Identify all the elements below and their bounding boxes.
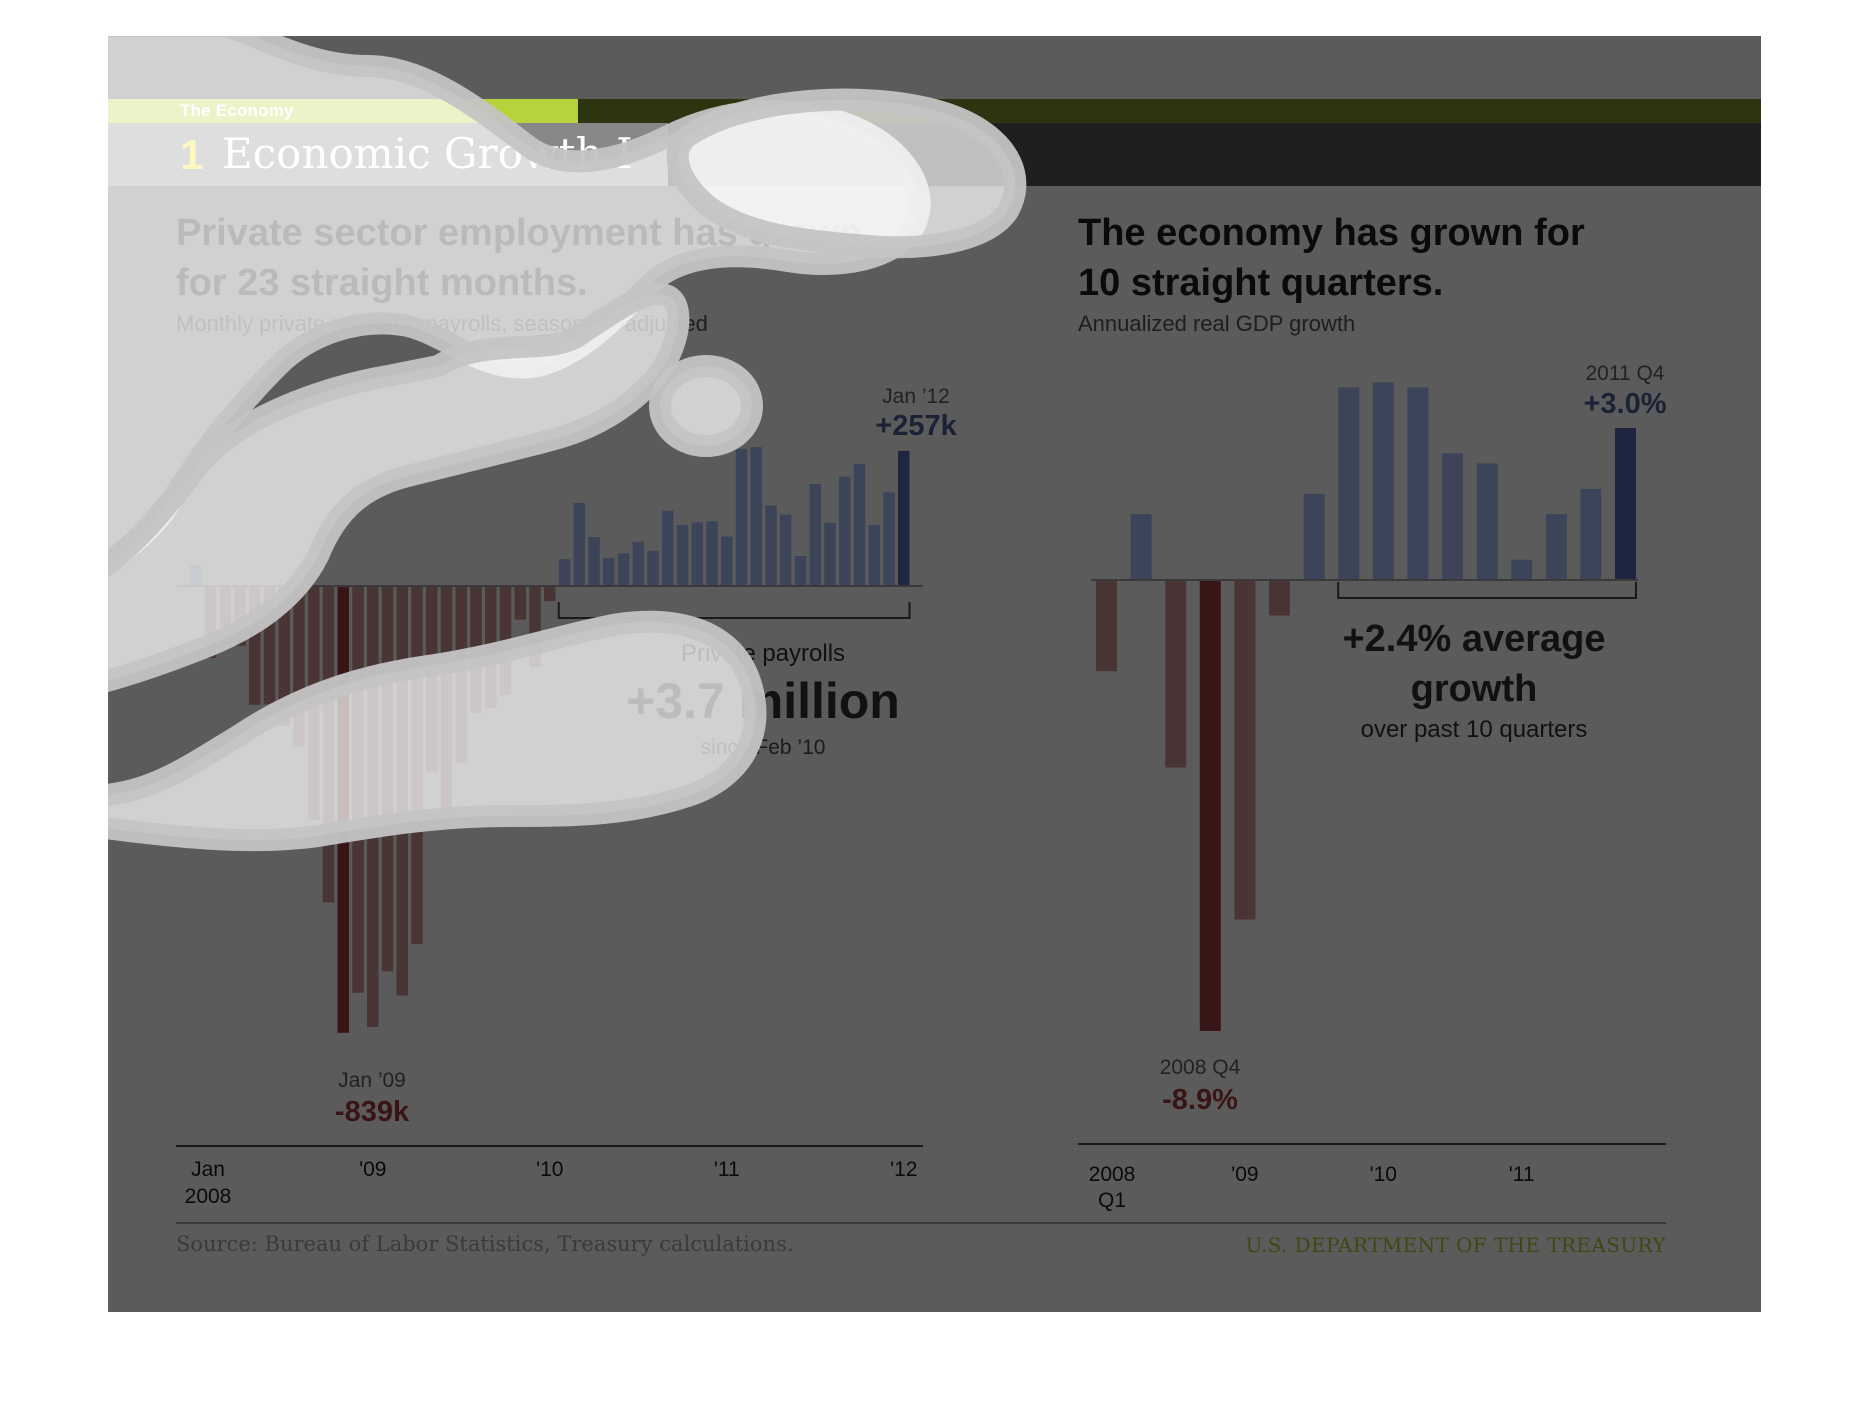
gdp-bar bbox=[1372, 382, 1394, 580]
gdp-bar bbox=[1130, 514, 1152, 580]
payrolls-tick-label: '12 bbox=[890, 1158, 917, 1181]
gdp-tick-labels: 2008 Q1 '09 '10 '11 bbox=[1089, 1163, 1535, 1212]
gdp-bar bbox=[1303, 493, 1325, 580]
payrolls-min-value: -839k bbox=[335, 1096, 410, 1128]
gdp-bracket bbox=[1337, 582, 1637, 599]
gdp-tick-label: '10 bbox=[1370, 1163, 1397, 1186]
gdp-tick-label: Q1 bbox=[1098, 1189, 1126, 1212]
right-subtitle: Annualized real GDP growth bbox=[1078, 311, 1356, 336]
gdp-bar bbox=[1476, 463, 1498, 580]
gdp-bracket-value-line2: growth bbox=[1411, 668, 1538, 710]
payrolls-tick-label: '09 bbox=[359, 1158, 386, 1181]
gdp-chart: 2008 Q1 '09 '10 '11 2011 Q4 +3.0% 2008 Q4 -8… bbox=[1078, 362, 1667, 1212]
payrolls-tick-label: 2008 bbox=[185, 1185, 232, 1208]
gdp-bar bbox=[1269, 580, 1290, 616]
gdp-bar bbox=[1615, 428, 1636, 580]
gdp-bar bbox=[1096, 580, 1117, 672]
gdp-bracket-value-line1: +2.4% average bbox=[1342, 618, 1605, 660]
gdp-tick-label: 2008 bbox=[1089, 1163, 1136, 1186]
gdp-bar bbox=[1545, 514, 1567, 580]
payrolls-tick-label: '10 bbox=[536, 1158, 563, 1181]
payrolls-min-label: Jan ’09 bbox=[338, 1069, 406, 1092]
gdp-bar bbox=[1407, 387, 1429, 580]
gdp-bar bbox=[1199, 580, 1221, 1031]
gdp-bar bbox=[1511, 559, 1533, 580]
gdp-bar bbox=[1165, 580, 1187, 768]
payrolls-tick-label: '11 bbox=[714, 1158, 740, 1181]
gdp-bars bbox=[1096, 382, 1636, 1031]
gdp-tick-label: '11 bbox=[1509, 1163, 1535, 1186]
payrolls-tick-label: Jan bbox=[191, 1158, 225, 1181]
gdp-bar bbox=[1580, 488, 1602, 580]
payrolls-tick-labels: Jan 2008 '09 '10 '11 '12 bbox=[185, 1158, 918, 1208]
footer-department: U.S. DEPARTMENT OF THE TREASURY bbox=[1245, 1233, 1666, 1257]
gdp-bracket-sub: over past 10 quarters bbox=[1361, 716, 1588, 743]
gdp-bar bbox=[1442, 453, 1463, 580]
right-headline-line1: The economy has grown for bbox=[1078, 212, 1585, 254]
slide: The Economy 1 Economic Growth I Private … bbox=[108, 36, 1761, 1312]
gdp-bar bbox=[1234, 580, 1256, 920]
gdp-bar bbox=[1338, 387, 1360, 580]
gdp-min-label: 2008 Q4 bbox=[1160, 1056, 1241, 1079]
gdp-tick-label: '09 bbox=[1231, 1163, 1258, 1186]
gdp-max-value: +3.0% bbox=[1583, 388, 1666, 420]
footer-source: Source: Bureau of Labor Statistics, Trea… bbox=[176, 1232, 794, 1256]
right-headline-line2: 10 straight quarters. bbox=[1078, 262, 1444, 304]
footer-rule bbox=[176, 1222, 1666, 1224]
gdp-min-value: -8.9% bbox=[1162, 1084, 1238, 1116]
right-headline: The economy has grown for 10 straight qu… bbox=[1078, 208, 1761, 308]
gdp-max-label: 2011 Q4 bbox=[1585, 362, 1664, 385]
